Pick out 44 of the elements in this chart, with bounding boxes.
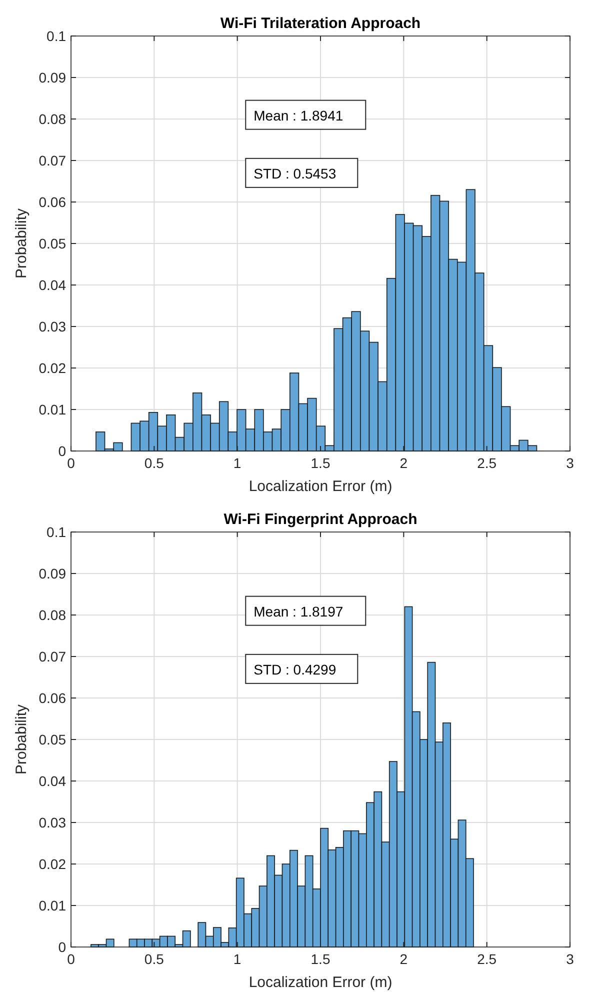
y-tick-label: 0.04 bbox=[38, 277, 66, 293]
x-tick-label: 2 bbox=[400, 455, 408, 471]
y-tick-label: 0.08 bbox=[38, 607, 66, 623]
x-tick-label: 3 bbox=[566, 455, 574, 471]
y-axis-title: Probability bbox=[13, 704, 30, 775]
x-tick-label: 1.5 bbox=[310, 951, 330, 967]
y-tick-label: 0.06 bbox=[38, 194, 66, 210]
y-tick-label: 0.02 bbox=[38, 856, 66, 872]
annotation: STD : 0.4299 bbox=[254, 661, 336, 678]
x-tick-label: 1 bbox=[233, 455, 242, 471]
y-tick-label: 0 bbox=[58, 939, 66, 955]
x-tick-label: 3 bbox=[566, 951, 574, 967]
chart-title: Wi-Fi Trilateration Approach bbox=[220, 15, 421, 32]
x-tick-label: 1.5 bbox=[310, 455, 330, 471]
y-tick-label: 0.06 bbox=[38, 690, 66, 706]
y-tick-label: 0.07 bbox=[38, 648, 66, 664]
y-tick-label: 0.09 bbox=[38, 70, 66, 86]
y-axis-title: Probability bbox=[13, 208, 30, 279]
x-tick-label: 2 bbox=[400, 951, 408, 967]
y-tick-label: 0.05 bbox=[38, 732, 66, 748]
x-axis-title: Localization Error (m) bbox=[248, 478, 392, 495]
y-tick-label: 0.01 bbox=[38, 898, 66, 914]
y-tick-label: 0.04 bbox=[38, 773, 66, 789]
annotation: Mean : 1.8197 bbox=[254, 603, 344, 620]
x-tick-label: 2.5 bbox=[477, 455, 497, 471]
y-tick-label: 0.02 bbox=[38, 360, 66, 376]
y-tick-label: 0.08 bbox=[38, 111, 66, 127]
annotation: STD : 0.5453 bbox=[254, 165, 336, 182]
y-tick-label: 0 bbox=[58, 443, 66, 459]
y-tick-label: 0.1 bbox=[46, 28, 66, 44]
x-axis-title: Localization Error (m) bbox=[248, 974, 392, 991]
annotation: Mean : 1.8941 bbox=[254, 107, 344, 124]
y-tick-label: 0.07 bbox=[38, 152, 66, 168]
y-tick-label: 0.05 bbox=[38, 236, 66, 252]
x-tick-label: 1 bbox=[233, 951, 242, 967]
y-tick-label: 0.01 bbox=[38, 402, 66, 418]
x-tick-label: 2.5 bbox=[477, 951, 497, 967]
y-tick-label: 0.03 bbox=[38, 814, 66, 830]
y-tick-label: 0.03 bbox=[38, 318, 66, 334]
y-tick-label: 0.1 bbox=[46, 524, 66, 540]
x-tick-label: 0.5 bbox=[144, 951, 164, 967]
x-tick-label: 0.5 bbox=[144, 455, 164, 471]
y-tick-label: 0.09 bbox=[38, 566, 66, 582]
chart-title: Wi-Fi Fingerprint Approach bbox=[224, 511, 418, 528]
